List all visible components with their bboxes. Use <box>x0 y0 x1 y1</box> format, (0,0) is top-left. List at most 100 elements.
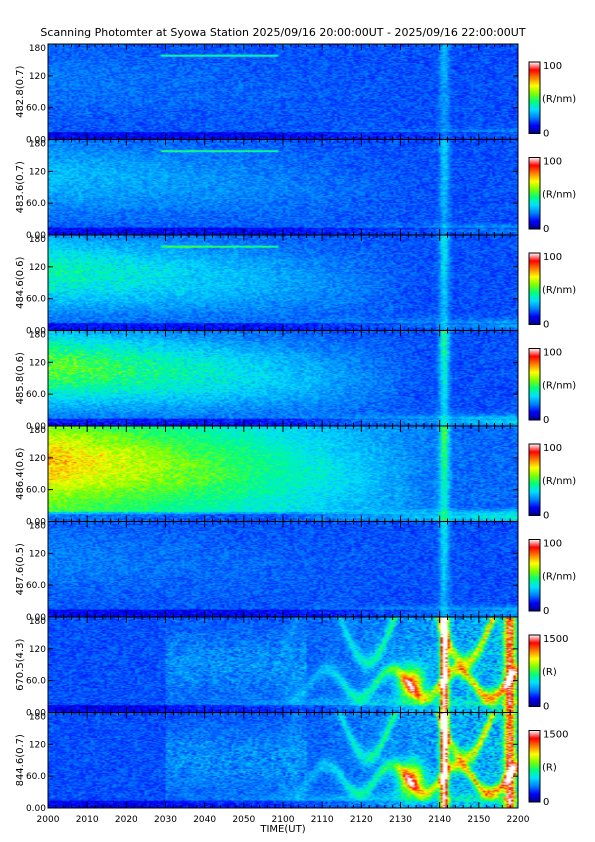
colorbar-unit-label: (R) <box>542 667 557 678</box>
channel-label: 844.6(0.7) <box>15 734 26 786</box>
colorbar-unit-label: (R/nm) <box>542 380 576 391</box>
colorbar-unit-label: (R/nm) <box>542 189 576 200</box>
y-tick-label: 120 <box>29 263 46 273</box>
x-tick-label: 2050 <box>232 815 255 825</box>
y-tick-label: 0.00 <box>26 231 46 241</box>
colorbar-min-label: 0 <box>543 415 549 426</box>
colorbar-unit-label: (R/nm) <box>542 571 576 582</box>
y-tick-label: 120 <box>29 549 46 559</box>
colorbar <box>528 61 541 134</box>
channel-label: 487.6(0.5) <box>15 543 26 595</box>
colorbar-unit-label: (R/nm) <box>542 285 576 296</box>
y-tick-label: 0.00 <box>26 518 46 528</box>
channel-label: 484.6(0.6) <box>15 256 26 308</box>
y-tick-label: 120 <box>29 454 46 464</box>
colorbar-min-label: 0 <box>543 797 549 808</box>
y-tick-label: 0.00 <box>26 613 46 623</box>
heatmap-3 <box>48 330 518 426</box>
colorbar-max-label: 100 <box>543 539 562 550</box>
y-tick-label: 120 <box>29 358 46 368</box>
colorbar-max-label: 1500 <box>543 634 568 645</box>
colorbar <box>528 443 541 516</box>
y-tick-label: 60.0 <box>26 486 46 496</box>
colorbar-unit-label: (R) <box>542 762 557 773</box>
x-tick-label: 2150 <box>467 815 490 825</box>
colorbar <box>528 539 541 612</box>
heatmap-1 <box>48 139 518 235</box>
panel-2: 0.00 60.0 120 180 484.6(0.6) 100 0 (R/nm) <box>15 234 576 337</box>
channel-label: 670.5(4.3) <box>15 638 26 690</box>
channel-label: 486.4(0.6) <box>15 447 26 499</box>
y-tick-label: 0.00 <box>26 709 46 719</box>
y-tick-label: 180 <box>29 426 46 436</box>
panel-0: 0.00 60.0 120 180 482.8(0.7) 100 0 (R/nm) <box>15 43 576 146</box>
y-tick-label: 60.0 <box>26 390 46 400</box>
colorbar-max-label: 1500 <box>543 730 568 741</box>
colorbar-min-label: 0 <box>543 511 549 522</box>
y-tick-label: 60.0 <box>26 581 46 591</box>
y-tick-label: 0.00 <box>26 422 46 432</box>
x-tick-label: 2040 <box>193 815 216 825</box>
channel-label: 483.6(0.7) <box>15 161 26 213</box>
colorbar-max-label: 100 <box>543 157 562 168</box>
y-tick-label: 60.0 <box>26 295 46 305</box>
x-tick-label: 2000 <box>37 815 60 825</box>
y-tick-label: 120 <box>29 740 46 750</box>
x-tick-label: 2010 <box>76 815 99 825</box>
heatmap-6 <box>48 617 518 713</box>
x-axis-label: TIME(UT) <box>259 824 305 835</box>
x-tick-label: 2130 <box>389 815 412 825</box>
x-tick-label: 2140 <box>428 815 451 825</box>
y-tick-label: 0.00 <box>26 327 46 337</box>
x-tick-label: 2100 <box>272 815 295 825</box>
panel-5: 0.00 60.0 120 180 487.6(0.5) 100 0 (R/nm) <box>15 521 576 623</box>
colorbar-max-label: 100 <box>543 61 562 72</box>
y-tick-label: 60.0 <box>26 772 46 782</box>
colorbar-unit-label: (R/nm) <box>542 476 576 487</box>
colorbar <box>528 252 541 325</box>
heatmap-7 <box>48 712 518 808</box>
colorbar <box>528 348 541 421</box>
y-tick-label: 180 <box>29 617 46 627</box>
y-tick-label: 120 <box>29 72 46 82</box>
colorbar-min-label: 0 <box>543 702 549 713</box>
y-tick-label: 180 <box>29 713 46 723</box>
y-tick-label: 60.0 <box>26 677 46 687</box>
y-tick-label: 180 <box>29 44 46 54</box>
y-tick-label: 180 <box>29 235 46 245</box>
colorbar-min-label: 0 <box>543 224 549 235</box>
y-tick-label: 0.00 <box>26 136 46 146</box>
heatmap-5 <box>48 521 518 617</box>
channel-label: 482.8(0.7) <box>15 65 26 117</box>
y-tick-label: 180 <box>29 522 46 532</box>
heatmap-0 <box>48 44 518 140</box>
panel-7: 0.00 60.0 120 180 844.6(0.7) 1500 0 (R) <box>15 712 568 814</box>
panel-3: 0.00 60.0 120 180 485.8(0.6) 100 0 (R/nm) <box>15 330 576 432</box>
colorbar <box>528 730 541 803</box>
panels: 0.00 60.0 120 180 482.8(0.7) 100 0 (R/nm) 0.00 60… <box>15 43 576 814</box>
panel-6: 0.00 60.0 120 180 670.5(4.3) 1500 0 (R) <box>15 616 568 719</box>
x-tick-label: 2200 <box>507 815 530 825</box>
x-tick-label: 2020 <box>115 815 138 825</box>
panel-4: 0.00 60.0 120 180 486.4(0.6) 100 0 (R/nm) <box>15 425 576 528</box>
colorbar-max-label: 100 <box>543 348 562 359</box>
colorbar <box>528 634 541 707</box>
panel-1: 0.00 60.0 120 180 483.6(0.7) 100 0 (R/nm) <box>15 139 576 241</box>
colorbar-min-label: 0 <box>543 129 549 140</box>
colorbar <box>528 157 541 230</box>
y-tick-label: 180 <box>29 140 46 150</box>
x-axis: 2000 2010 2020 2030 2040 2050 2100 2110 2120 2130… <box>37 815 530 825</box>
colorbar-unit-label: (R/nm) <box>542 94 576 105</box>
colorbar-max-label: 100 <box>543 252 562 263</box>
y-tick-label: 120 <box>29 645 46 655</box>
y-tick-label: 0.00 <box>26 804 46 814</box>
y-tick-label: 120 <box>29 167 46 177</box>
colorbar-min-label: 0 <box>543 606 549 617</box>
y-tick-label: 60.0 <box>26 104 46 114</box>
channel-label: 485.8(0.6) <box>15 352 26 404</box>
x-tick-label: 2120 <box>350 815 373 825</box>
y-tick-label: 60.0 <box>26 199 46 209</box>
x-tick-label: 2110 <box>311 815 334 825</box>
colorbar-max-label: 100 <box>543 443 562 454</box>
